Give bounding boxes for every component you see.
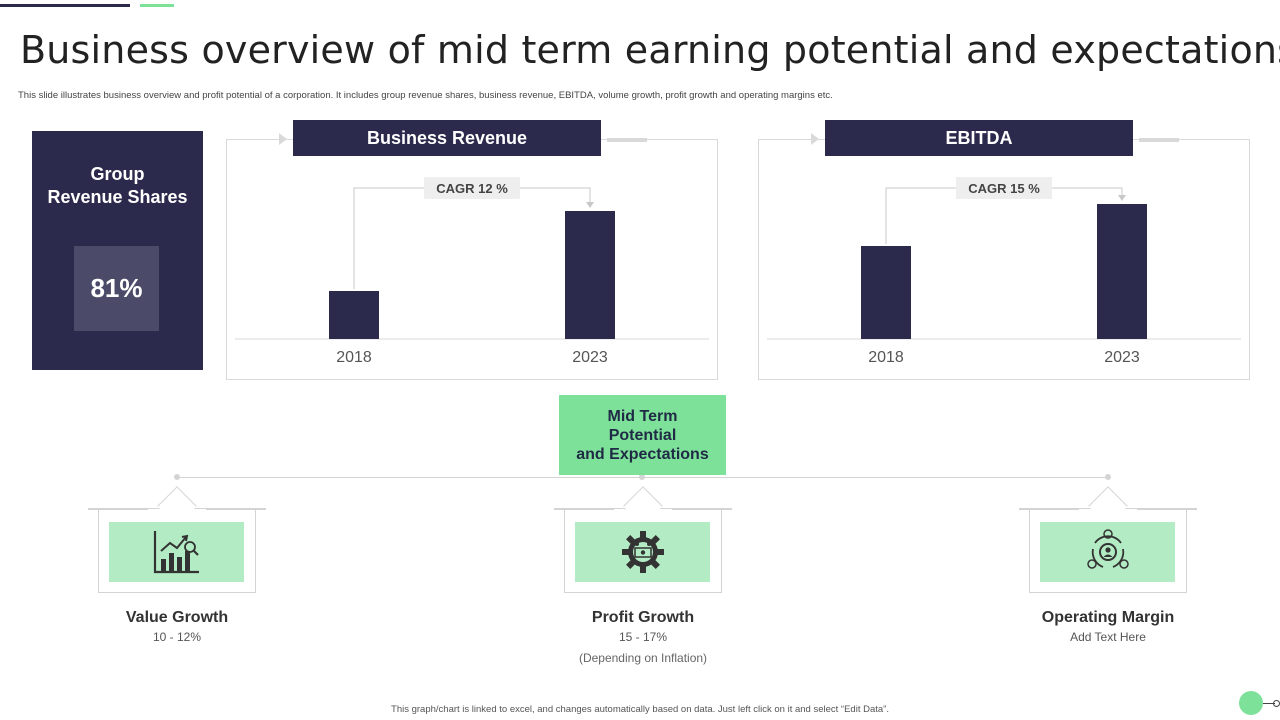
metric-value: 10 - 12% — [152, 630, 202, 644]
corner-ring — [1273, 700, 1280, 707]
corner-dot — [1239, 691, 1263, 715]
tick-label: 2023 — [572, 349, 608, 366]
bar-2018 — [329, 291, 379, 339]
growth-chart-icon — [153, 531, 199, 574]
value-growth-icon-box — [109, 522, 244, 582]
chart-svg: 2018 2023 CAGR 12 % — [235, 177, 709, 366]
operating-margin-card: Operating Margin Add Text Here — [1019, 478, 1197, 668]
ebitda-chart[interactable]: EBITDA 2018 2023 CAGR 15 % — [758, 120, 1250, 380]
notch-cover — [614, 509, 672, 523]
cagr-label: CAGR 12 % — [436, 181, 508, 196]
metric-note: (Depending on Inflation) — [578, 651, 708, 665]
corner-line — [1263, 703, 1275, 704]
mid-term-line1: Mid Term — [607, 407, 678, 425]
cagr-label-box — [956, 177, 1052, 199]
group-revenue-title: Group Revenue Shares — [32, 163, 203, 209]
tick-label: 2023 — [1104, 349, 1140, 366]
cagr-label: CAGR 15 % — [968, 181, 1040, 196]
cagr-connector — [353, 187, 591, 289]
connector-dot — [174, 474, 180, 480]
metric-title: Value Growth — [125, 609, 229, 626]
metric-value: 15 - 17% — [618, 630, 668, 644]
connector-dot — [1105, 474, 1111, 480]
metric-frame — [98, 508, 256, 593]
mid-term-line3: and Expectations — [576, 445, 709, 463]
page-title: Business overview of mid term earning po… — [20, 28, 1280, 72]
chart-head-arrow — [279, 133, 287, 145]
metric-value: Add Text Here — [1070, 630, 1146, 644]
page-subtitle: This slide illustrates business overview… — [18, 90, 833, 101]
group-revenue-value: 81% — [74, 246, 159, 331]
top-accent-bar — [0, 4, 130, 7]
mid-term-box: Mid Term Potential and Expectations — [559, 395, 726, 475]
bar-2023 — [565, 211, 615, 339]
chart-title: EBITDA — [825, 120, 1133, 156]
connector-dot — [639, 474, 645, 480]
metric-frame — [1029, 508, 1187, 593]
group-revenue-title-line1: Group — [90, 164, 145, 184]
cagr-label-box — [424, 177, 520, 199]
group-revenue-title-line2: Revenue Shares — [47, 187, 188, 207]
operating-margin-icon-box — [1040, 522, 1175, 582]
chart-head-dash — [1139, 138, 1179, 142]
metric-title: Profit Growth — [591, 609, 695, 626]
cycle-person-icon — [1086, 529, 1129, 569]
metric-frame — [564, 508, 722, 593]
notch-cover — [1079, 509, 1137, 523]
chart-title: Business Revenue — [293, 120, 601, 156]
chart-svg: 2018 2023 CAGR 15 % — [767, 177, 1241, 366]
profit-growth-card: Profit Growth 15 - 17% (Depending on Inf… — [554, 478, 732, 668]
tick-label: 2018 — [868, 349, 904, 366]
chart-head-dash — [607, 138, 647, 142]
cagr-arrow — [1118, 195, 1126, 201]
value-growth-card: Value Growth 10 - 12% — [88, 478, 266, 668]
notch-cover — [148, 509, 206, 523]
footer-note: This graph/chart is linked to excel, and… — [391, 704, 889, 715]
metric-title: Operating Margin — [1041, 609, 1175, 626]
bar-2018 — [861, 246, 911, 339]
bar-2023 — [1097, 204, 1147, 339]
group-revenue-card: Group Revenue Shares 81% — [32, 131, 203, 370]
mid-term-line2: Potential — [608, 426, 677, 444]
business-revenue-chart[interactable]: Business Revenue 2018 2023 CAGR 12 % — [226, 120, 718, 380]
chart-head-arrow — [811, 133, 819, 145]
top-accent-bar-green — [140, 4, 174, 7]
cagr-arrow — [586, 202, 594, 208]
tick-label: 2018 — [336, 349, 372, 366]
profit-growth-icon-box — [575, 522, 710, 582]
gear-money-icon — [621, 531, 664, 573]
